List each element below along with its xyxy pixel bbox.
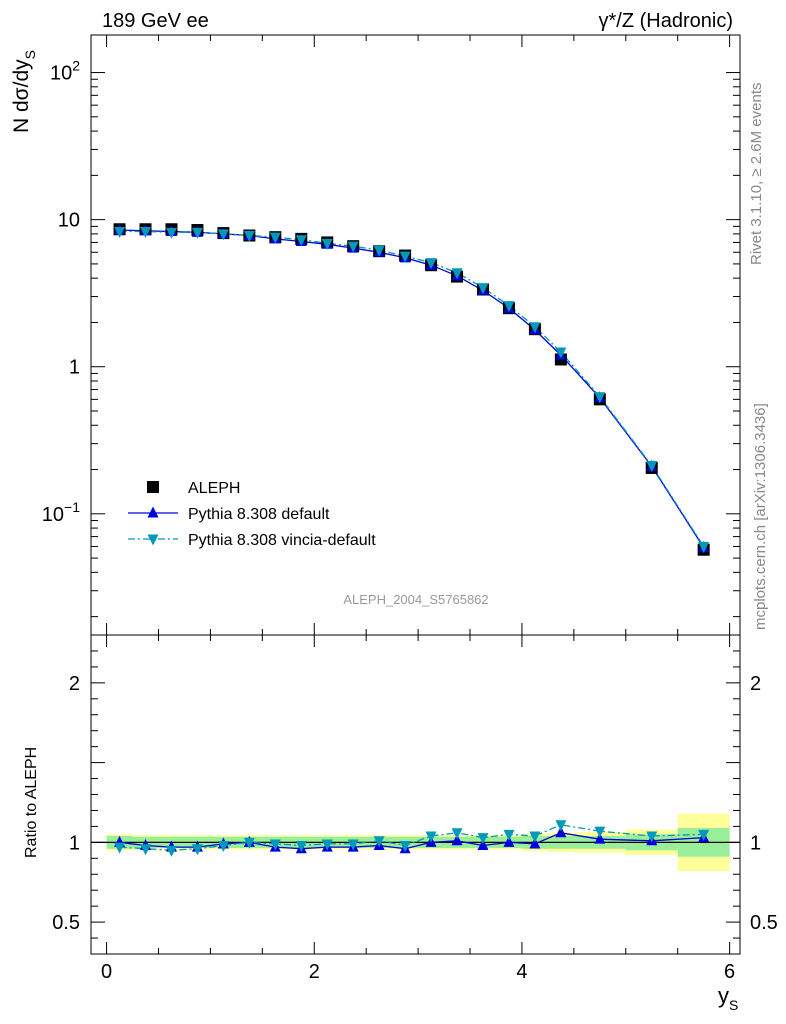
- vincia-default-point: [503, 301, 515, 313]
- y-tick-label-bottom-right: 2: [750, 673, 761, 695]
- vincia-default-point: [217, 229, 229, 241]
- ratio-pythia-default-point: [503, 835, 515, 847]
- vincia-default-point: [243, 231, 255, 243]
- legend-label-2: Pythia 8.308 vincia-default: [188, 532, 376, 549]
- vincia-default-point: [191, 227, 203, 239]
- ratio-pythia-default-point: [555, 826, 567, 838]
- x-axis-label-sub: S: [729, 997, 738, 1013]
- vincia-default-point: [165, 227, 177, 239]
- vincia-default-point: [646, 461, 658, 473]
- legend-marker-0: [147, 481, 159, 493]
- ratio-vincia-default-point: [217, 841, 229, 853]
- vincia-default-point: [555, 347, 567, 359]
- ratio-pythia-default-point: [529, 837, 541, 849]
- vincia-default-point: [425, 258, 437, 270]
- vincia-default-point: [451, 268, 463, 280]
- y-tick-base: 10: [50, 63, 72, 85]
- y-tick-label-bottom-right: 0.5: [750, 912, 778, 934]
- ratio-vincia-default-point: [399, 841, 411, 853]
- vincia-default-point: [399, 251, 411, 263]
- x-axis-label: yS: [718, 983, 738, 1013]
- ratio-vincia-default-point: [114, 842, 126, 854]
- ratio-vincia-default-point: [165, 845, 177, 857]
- mcplots-side-label: mcplots.cern.ch [arXiv:1306.3436]: [752, 403, 769, 630]
- pythia-default-line: [119, 229, 705, 548]
- vincia-default-point: [529, 322, 541, 334]
- vincia-default-point: [295, 235, 307, 247]
- y-tick-label-top: 10−1: [42, 499, 80, 526]
- ratio-vincia-default-point: [503, 829, 515, 841]
- analysis-id-label: ALEPH_2004_S5765862: [343, 592, 488, 607]
- x-tick-label: 4: [516, 961, 527, 983]
- ratio-vincia-default-point: [295, 841, 307, 853]
- ratio-vincia-default-point: [373, 836, 385, 848]
- y-axis-label-top: N dσ/dyS: [10, 50, 38, 133]
- y-tick-label-bottom: 0.5: [52, 912, 80, 934]
- vincia-default-point: [114, 227, 126, 239]
- vincia-default-point: [477, 283, 489, 295]
- y-tick-exponent: 2: [72, 58, 80, 74]
- ratio-vincia-default-point: [646, 831, 658, 843]
- ratio-vincia-default-point: [269, 839, 281, 851]
- ratio-vincia-default-point: [140, 844, 152, 856]
- ratio-vincia-default-point: [698, 829, 710, 841]
- vincia-default-line: [119, 230, 705, 547]
- ratio-vincia-default-point: [451, 828, 463, 840]
- title-right: γ*/Z (Hadronic): [599, 10, 733, 32]
- y-tick-label-top: 102: [50, 58, 80, 85]
- vincia-default-point: [347, 241, 359, 253]
- vincia-default-point: [321, 238, 333, 250]
- legend: ALEPH Pythia 8.308 default Pythia 8.308 vi…: [128, 480, 376, 549]
- ratio-pythia-default-point: [594, 832, 606, 844]
- ratio-vincia-default-point: [425, 831, 437, 843]
- vincia-default-point: [269, 232, 281, 244]
- vincia-default-point: [373, 245, 385, 257]
- ratio-vincia-default-point: [529, 831, 541, 843]
- vincia-default-point: [594, 392, 606, 404]
- legend-label-0: ALEPH: [188, 480, 240, 497]
- y-axis-label-top-sub: S: [22, 50, 38, 59]
- vincia-default-point: [698, 541, 710, 553]
- rivet-side-label: Rivet 3.1.10, ≥ 2.6M events: [748, 83, 765, 266]
- bottom-panel-series: [114, 820, 710, 857]
- y-tick-label-top: 10: [58, 210, 80, 232]
- ratio-vincia-default-point: [321, 839, 333, 851]
- y-tick-label-top: 1: [69, 357, 80, 379]
- legend-label-1: Pythia 8.308 default: [188, 506, 330, 523]
- x-axis-label-main: y: [718, 983, 729, 1008]
- ratio-vincia-default-point: [594, 826, 606, 838]
- ratio-vincia-default-point: [191, 844, 203, 856]
- x-tick-label: 0: [101, 961, 112, 983]
- ratio-vincia-default-point: [243, 837, 255, 849]
- ratio-pythia-default-point: [477, 839, 489, 851]
- bottom-panel-frame: [90, 634, 741, 955]
- y-tick-label-bottom-right: 1: [750, 832, 761, 854]
- legend-marker-1: [147, 506, 159, 518]
- axis-ticks: [91, 35, 740, 955]
- ratio-pythia-default-point: [451, 834, 463, 846]
- y-axis-label-bottom: Ratio to ALEPH: [23, 747, 40, 858]
- y-tick-base: 10: [42, 504, 64, 526]
- title-left: 189 GeV ee: [102, 10, 209, 32]
- y-axis-label-top-main: N dσ/dy: [10, 59, 33, 133]
- vincia-default-point: [140, 227, 152, 239]
- ratio-vincia-default-point: [347, 839, 359, 851]
- legend-marker-2: [147, 534, 159, 546]
- ratio-vincia-default-point: [555, 820, 567, 832]
- y-tick-exponent: −1: [64, 499, 80, 515]
- y-tick-label-bottom: 1: [69, 832, 80, 854]
- y-tick-label-bottom: 2: [69, 673, 80, 695]
- top-panel-series: [113, 223, 710, 556]
- x-tick-label: 2: [309, 961, 320, 983]
- x-tick-label: 6: [724, 961, 735, 983]
- ratio-vincia-default-point: [477, 833, 489, 845]
